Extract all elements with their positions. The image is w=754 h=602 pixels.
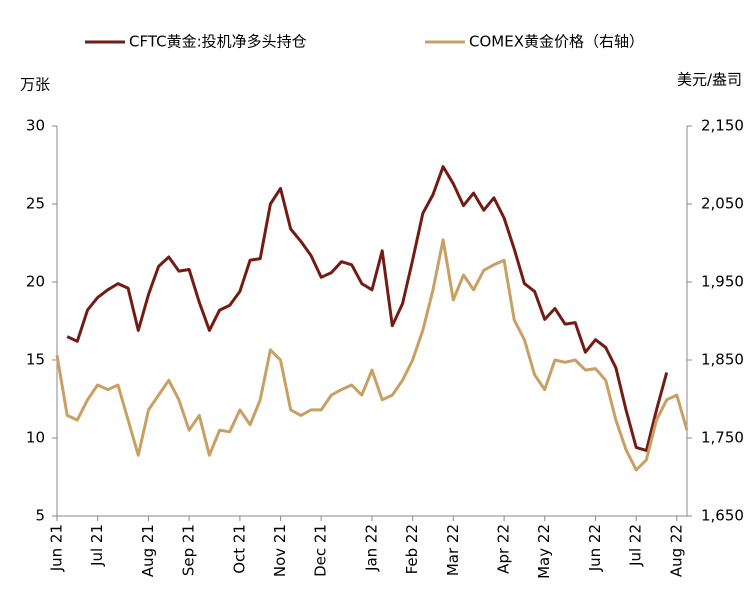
x-tick-label: Feb 22	[403, 524, 421, 574]
series-line	[66, 165, 669, 452]
x-tick-label: Sep 21	[180, 524, 198, 576]
y2-tick-label: 1,750	[701, 429, 744, 447]
y2-tick-label: 1,650	[701, 507, 744, 525]
y-unit: 万张	[20, 76, 50, 94]
series-line	[55, 238, 689, 472]
x-tick-label: Jul 22	[627, 524, 645, 567]
x-tick-label: Jun 22	[586, 524, 604, 572]
legend-label: CFTC黄金:投机净多头持仓	[129, 33, 307, 51]
y2-tick-label: 2,150	[701, 117, 744, 135]
y2-tick-label: 2,050	[701, 195, 744, 213]
y-tick-label: 20	[26, 273, 45, 291]
x-tick-label: Oct 21	[230, 524, 248, 574]
x-tick-label: Aug 22	[667, 524, 685, 577]
x-tick-label: Mar 22	[444, 524, 462, 576]
y2-tick-label: 1,950	[701, 273, 744, 291]
x-tick-label: Aug 21	[139, 524, 157, 577]
x-tick-label: May 22	[535, 524, 553, 579]
y-tick-label: 25	[26, 195, 45, 213]
legend-label: COMEX黄金价格（右轴）	[469, 33, 644, 51]
y-tick-label: 30	[26, 117, 45, 135]
x-tick-label: Dec 21	[312, 524, 330, 577]
x-tick-label: Apr 22	[495, 524, 513, 574]
x-tick-label: Jun 21	[48, 524, 66, 572]
y-tick-label: 5	[35, 507, 45, 525]
x-tick-label: Nov 21	[271, 524, 289, 577]
x-tick-label: Jan 22	[363, 524, 381, 572]
y-tick-label: 10	[26, 429, 45, 447]
x-tick-label: Jul 21	[88, 524, 106, 567]
y2-tick-label: 1,850	[701, 351, 744, 369]
y-tick-label: 15	[26, 351, 45, 369]
y2-unit: 美元/盎司	[677, 71, 742, 89]
